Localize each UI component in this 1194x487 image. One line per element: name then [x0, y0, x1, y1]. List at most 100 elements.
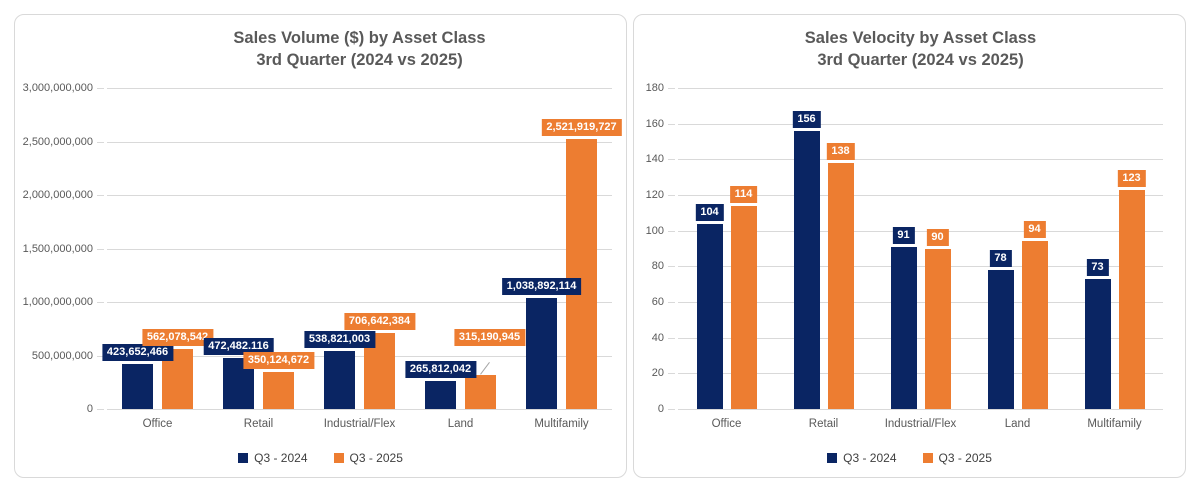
- y-axis-tick: [97, 141, 104, 143]
- y-axis-label: 40: [651, 331, 664, 344]
- bar-q3-2024-industrial-flex: [324, 351, 355, 409]
- value-label-q3-2025-multifamily: 2,521,919,727: [541, 119, 622, 137]
- value-label-q3-2025-land: 315,190,945: [453, 329, 526, 347]
- category-label-office: Office: [711, 418, 742, 430]
- y-axis-tick: [668, 159, 675, 161]
- y-axis-tick: [97, 88, 104, 89]
- y-axis-tick: [97, 248, 104, 250]
- y-axis-label: 20: [651, 367, 664, 380]
- y-axis-label: 140: [645, 153, 664, 166]
- chart-title-line1: Sales Velocity by Asset Class: [804, 29, 1037, 47]
- category-label-retail: Retail: [243, 418, 274, 430]
- category-label-multifamily: Multifamily: [534, 418, 589, 430]
- y-axis-tick: [668, 373, 675, 375]
- y-axis-label: 80: [651, 260, 664, 273]
- legend-swatch-icon: [238, 453, 249, 463]
- bar-q3-2024-multifamily: [1084, 278, 1111, 409]
- y-axis-label: 1,500,000,000: [22, 242, 93, 255]
- y-axis-tick: [97, 302, 104, 303]
- gridline: [107, 88, 612, 89]
- y-axis-tick: [97, 195, 104, 196]
- y-axis-label: 3,000,000,000: [22, 82, 93, 94]
- gridline: [678, 230, 1163, 232]
- value-label-q3-2024-office: 104: [695, 203, 724, 221]
- value-label-q3-2024-multifamily: 1,038,892,114: [501, 277, 582, 295]
- category-label-industrial-flex: Industrial/Flex: [884, 418, 957, 430]
- value-label-q3-2024-retail: 472,482.116: [203, 338, 274, 356]
- value-label-q3-2025-industrial-flex: 90: [926, 228, 949, 246]
- value-label-q3-2024-office: 423,652,466: [101, 343, 174, 361]
- sales-volume-legend: Q3 - 2024 Q3 - 2025: [15, 451, 626, 465]
- legend-swatch-icon: [333, 453, 344, 463]
- chart-title-line2: 3rd Quarter (2024 vs 2025): [256, 50, 463, 69]
- gridline: [107, 195, 612, 196]
- gridline: [678, 195, 1163, 196]
- value-label-q3-2024-industrial-flex: 91: [892, 226, 915, 244]
- y-axis-label: 2,000,000,000: [22, 189, 93, 201]
- bar-q3-2025-retail: [263, 371, 294, 409]
- y-axis-tick: [668, 337, 675, 339]
- value-label-q3-2025-office: 114: [729, 185, 758, 203]
- bar-q3-2025-industrial-flex: [924, 248, 951, 409]
- y-axis-tick: [668, 409, 675, 410]
- category-label-land: Land: [447, 418, 474, 430]
- category-label-industrial-flex: Industrial/Flex: [323, 418, 396, 430]
- sales-volume-chart-title: Sales Volume ($) by Asset Class 3rd Quar…: [107, 28, 612, 72]
- bar-q3-2025-multifamily: [1118, 189, 1145, 409]
- value-label-q3-2024-industrial-flex: 538,821,003: [303, 331, 376, 349]
- legend-item-q3-2025: Q3 - 2025: [922, 451, 992, 465]
- y-axis-tick: [668, 123, 675, 125]
- value-label-q3-2025-industrial-flex: 706,642,384: [343, 313, 416, 331]
- gridline: [107, 409, 612, 410]
- gridline: [678, 302, 1163, 303]
- gridline: [678, 409, 1163, 410]
- bar-q3-2025-land: [465, 375, 496, 409]
- value-label-q3-2024-multifamily: 73: [1086, 258, 1109, 276]
- y-axis-label: 60: [651, 296, 664, 308]
- sales-velocity-chart-title: Sales Velocity by Asset Class 3rd Quarte…: [678, 28, 1163, 72]
- value-label-q3-2024-retail: 156: [792, 110, 821, 128]
- y-axis-tick: [668, 230, 675, 232]
- gridline: [678, 123, 1163, 125]
- value-label-q3-2025-land: 94: [1023, 221, 1046, 239]
- legend-item-q3-2024: Q3 - 2024: [827, 451, 897, 465]
- bar-q3-2025-retail: [827, 162, 854, 409]
- legend-label: Q3 - 2024: [843, 451, 897, 465]
- y-axis-label: 0: [86, 403, 93, 415]
- bar-q3-2024-industrial-flex: [890, 246, 917, 409]
- gridline: [678, 88, 1163, 89]
- value-label-q3-2024-land: 265,812,042: [404, 360, 477, 378]
- value-label-q3-2025-multifamily: 123: [1117, 169, 1146, 187]
- legend-label: Q3 - 2025: [938, 451, 992, 465]
- y-axis-label: 1,000,000,000: [22, 296, 93, 308]
- legend-item-q3-2025: Q3 - 2025: [333, 451, 403, 465]
- y-axis-tick: [97, 409, 104, 410]
- y-axis-label: 100: [645, 224, 664, 237]
- bar-q3-2025-land: [1021, 241, 1048, 409]
- bar-q3-2024-multifamily: [526, 297, 557, 409]
- gridline: [678, 159, 1163, 161]
- gridline: [678, 373, 1163, 375]
- y-axis-tick: [668, 88, 675, 89]
- gridline: [107, 302, 612, 303]
- value-label-q3-2024-land: 78: [989, 249, 1012, 267]
- bar-q3-2024-retail: [793, 130, 820, 409]
- gridline: [678, 266, 1163, 268]
- bar-q3-2024-office: [696, 223, 723, 409]
- chart-title-line2: 3rd Quarter (2024 vs 2025): [817, 50, 1024, 69]
- y-axis-label: 0: [657, 403, 664, 415]
- value-label-q3-2025-retail: 350,124,672: [242, 351, 315, 369]
- bar-q3-2024-office: [122, 363, 153, 409]
- gridline: [107, 248, 612, 250]
- sales-velocity-plot-area: 0 20 40 60 80 100 120 140 160 180 104 114 Office 156 1…: [646, 82, 1163, 430]
- legend-label: Q3 - 2025: [349, 451, 403, 465]
- y-axis-tick: [97, 355, 104, 357]
- chart-title-line1: Sales Volume ($) by Asset Class: [233, 29, 486, 47]
- y-axis-label: 2,500,000,000: [22, 135, 93, 148]
- bar-q3-2024-land: [987, 269, 1014, 409]
- sales-volume-chart-panel: Sales Volume ($) by Asset Class 3rd Quar…: [14, 14, 627, 478]
- legend-label: Q3 - 2024: [254, 451, 308, 465]
- y-axis-label: 180: [645, 82, 664, 94]
- gridline: [678, 337, 1163, 339]
- y-axis-label: 120: [645, 189, 664, 201]
